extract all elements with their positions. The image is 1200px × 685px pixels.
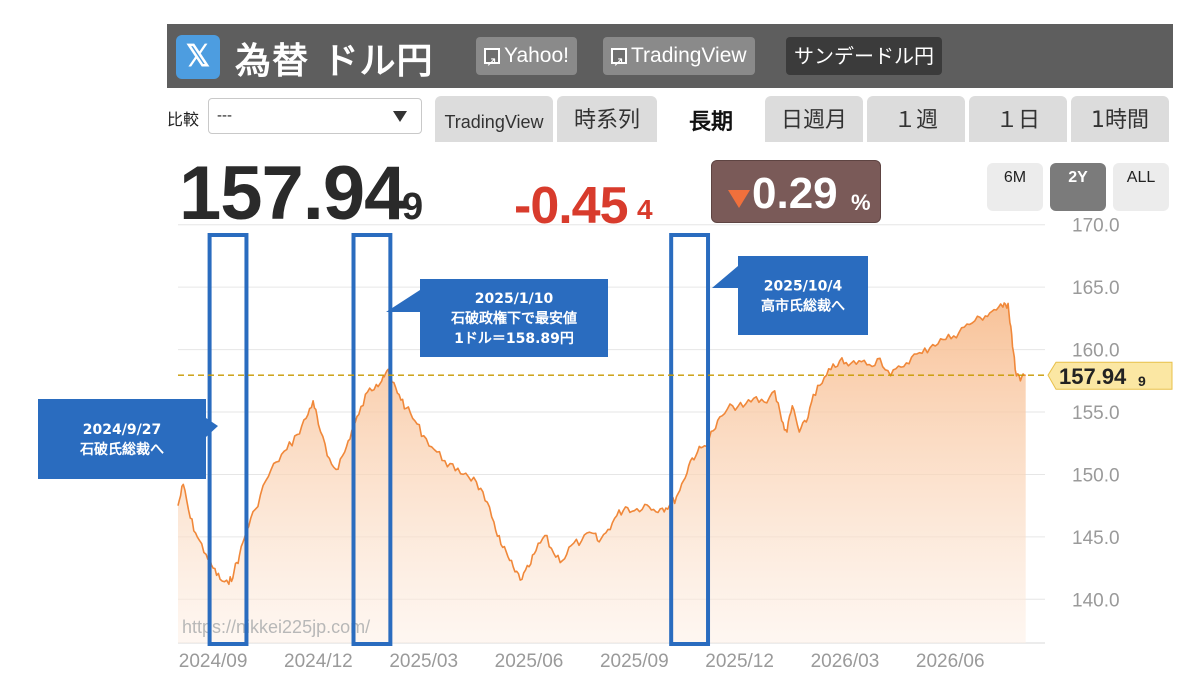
range-2y-button[interactable]: 2Y: [1050, 163, 1106, 211]
event-marker-box: [669, 233, 711, 646]
tradingview-link-button[interactable]: TradingView: [603, 37, 755, 81]
x-tick-label: 2025/09: [600, 651, 669, 672]
y-tick-label: 165.0: [1072, 278, 1120, 299]
range-6m-button[interactable]: 6M: [987, 163, 1043, 211]
x-tick-label: 2025/06: [495, 651, 564, 672]
yahoo-link-button[interactable]: Yahoo!: [476, 37, 577, 81]
event-callout-text: 2025/1/10: [475, 291, 554, 307]
percent-sign: %: [851, 190, 871, 215]
price-line: [177, 302, 1026, 586]
tab-tradingview[interactable]: TradingView: [435, 96, 553, 142]
event-callout-text: 高市氏総裁へ: [761, 298, 845, 315]
event-callout-text: 1ドル＝158.89円: [454, 331, 574, 347]
current-price-label: [1047, 361, 1173, 390]
event-callout-pointer: [712, 266, 738, 288]
down-triangle-icon: [728, 190, 750, 208]
price-change: -0.45: [514, 177, 629, 235]
event-marker-box: [207, 233, 249, 646]
external-link-icon: [611, 43, 627, 81]
percent-change-badge: 0.29 %: [711, 160, 881, 223]
event-callout-text: 石破氏総裁へ: [79, 441, 164, 458]
tab-1-week[interactable]: １週: [867, 96, 965, 142]
y-tick-label: 140.0: [1072, 590, 1120, 611]
tab-long-term[interactable]: 長期: [661, 101, 761, 142]
sunday-usdjpy-button[interactable]: サンデードル円: [786, 37, 942, 75]
y-tick-label: 155.0: [1072, 403, 1120, 424]
compare-label: 比較: [167, 110, 200, 129]
tab-daily-weekly-monthly[interactable]: 日週月: [765, 96, 863, 142]
x-tick-label: 2025/03: [389, 651, 458, 672]
header-bar: 𝕏 為替 ドル円 Yahoo! TradingView サンデードル円: [167, 24, 1173, 88]
current-price-last-digit: 9: [402, 186, 424, 228]
x-tick-label: 2024/09: [179, 651, 248, 672]
x-share-icon[interactable]: 𝕏: [176, 35, 220, 79]
external-link-icon: [484, 43, 500, 81]
event-callout-pointer: [206, 418, 218, 437]
compare-select[interactable]: ---: [208, 98, 422, 134]
x-tick-label: 2025/12: [705, 651, 774, 672]
tab-1-day[interactable]: １日: [969, 96, 1067, 142]
event-callout: [738, 256, 868, 335]
x-tick-label: 2026/03: [811, 651, 880, 672]
event-callout-text: 2024/9/27: [83, 422, 161, 438]
price-change-last-digit: 4: [637, 194, 653, 225]
tab-time-series[interactable]: 時系列: [557, 96, 657, 142]
current-price-label-main: 157.94: [1059, 364, 1127, 389]
event-callout: [38, 399, 206, 479]
tab-1-hour[interactable]: 1時間: [1071, 96, 1169, 142]
tradingview-link-label: TradingView: [631, 44, 747, 67]
y-tick-label: 145.0: [1072, 528, 1120, 549]
x-tick-label: 2026/06: [916, 651, 985, 672]
watermark-url: https://nikkei225jp.com/: [182, 617, 370, 637]
y-tick-label: 160.0: [1072, 341, 1120, 362]
event-marker-box: [351, 233, 393, 646]
event-callout: [420, 279, 608, 357]
event-callout-text: 石破政権下で最安値: [450, 310, 577, 327]
percent-change-value: 0.29: [752, 169, 838, 218]
compare-selected-value: ---: [217, 107, 232, 124]
chevron-down-icon: [393, 111, 407, 122]
y-tick-label: 150.0: [1072, 465, 1120, 486]
event-callout-text: 2025/10/4: [764, 279, 843, 295]
y-tick-label: 170.0: [1072, 216, 1120, 237]
page-title: 為替 ドル円: [235, 41, 434, 82]
current-price-label-sub: 9: [1138, 373, 1146, 389]
current-price: 157.94: [179, 151, 406, 236]
range-all-button[interactable]: ALL: [1113, 163, 1169, 211]
yahoo-link-label: Yahoo!: [504, 44, 569, 67]
event-callout-pointer: [386, 290, 420, 312]
x-tick-label: 2024/12: [284, 651, 353, 672]
